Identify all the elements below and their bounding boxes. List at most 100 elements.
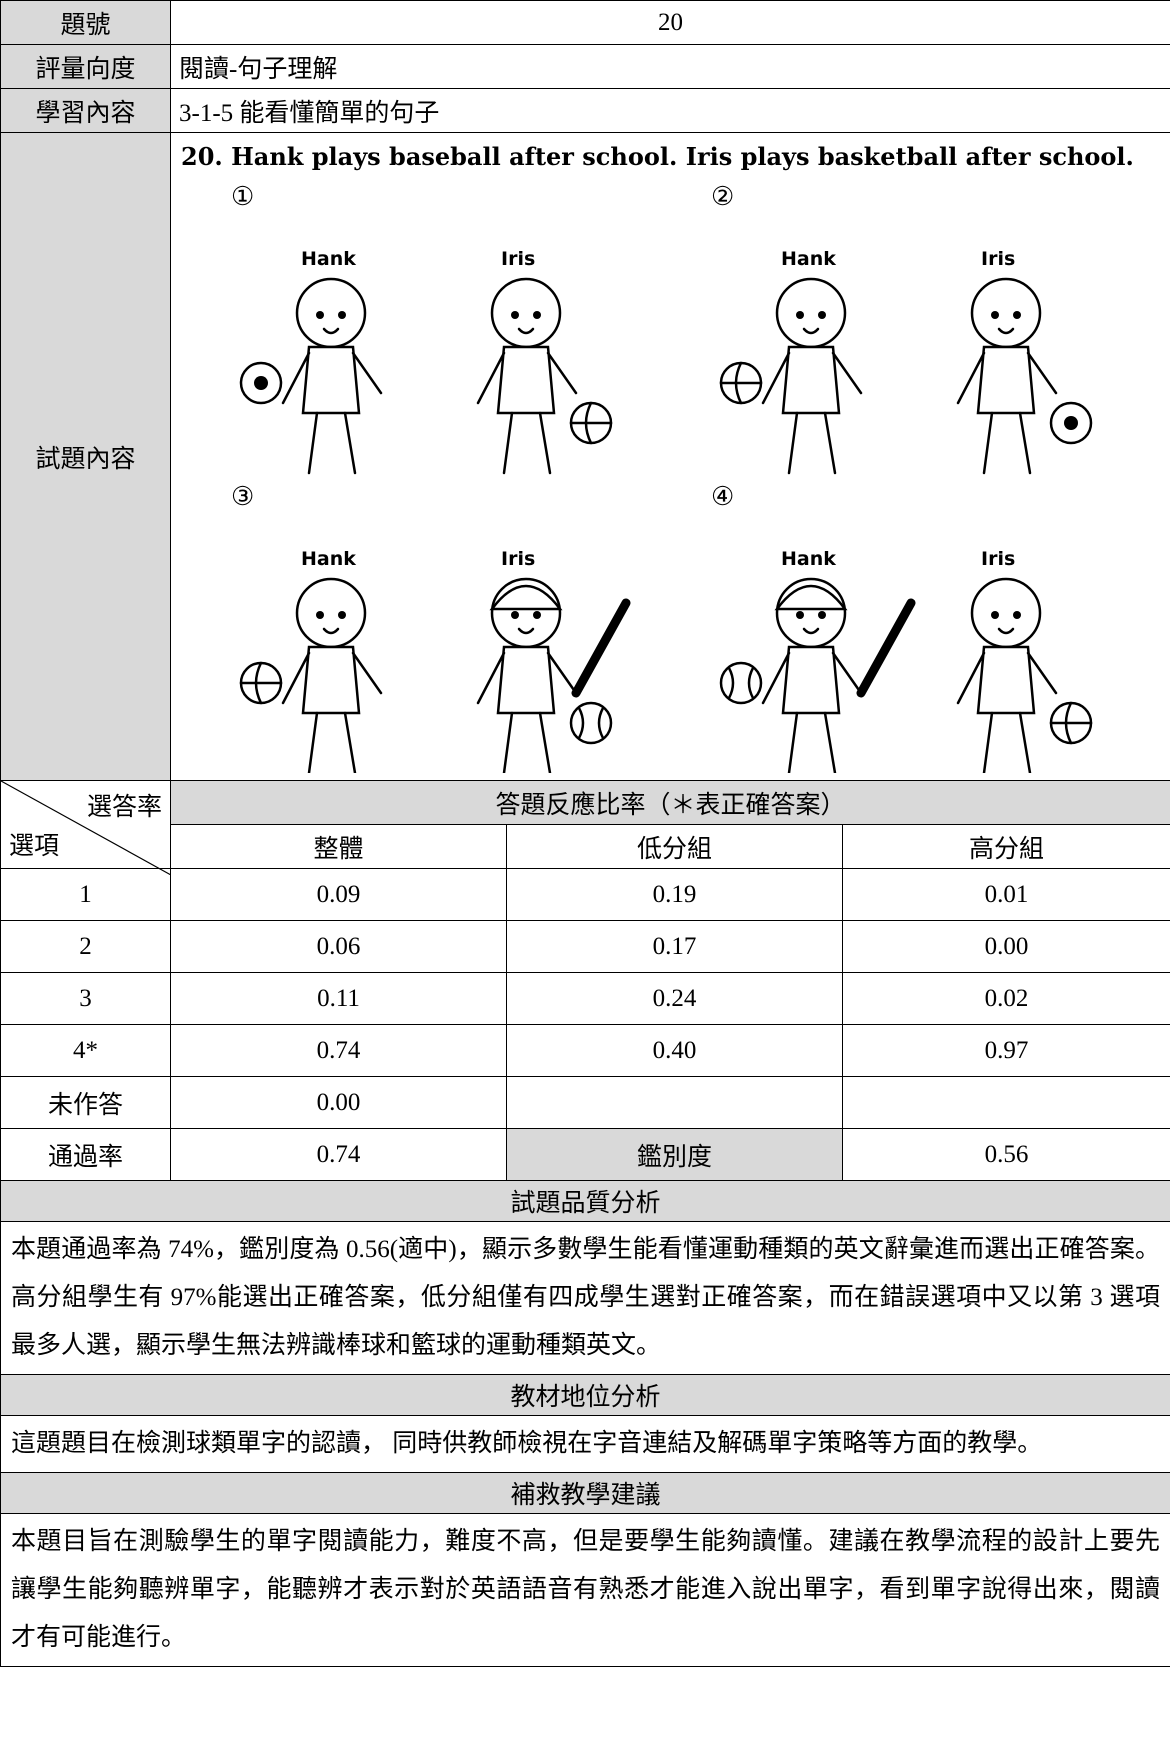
row-label: 未作答 [0,1076,171,1129]
kid-legs [307,711,357,775]
kid-body [301,345,361,415]
kid-head [775,277,847,349]
cell: 0.09 [170,868,507,921]
kid-eye [991,311,999,319]
row-label: 1 [0,868,171,921]
row-label: 2 [0,920,171,973]
response-row: 1 0.09 0.19 0.01 [0,868,1170,921]
section-title: 補救教學建議 [0,1472,1170,1514]
diagonal [1,781,171,875]
column-header: 低分組 [506,824,843,869]
kid-eye [511,611,519,619]
cell: 0.06 [170,920,507,973]
kid-name: Iris [501,548,535,570]
section-text-row: 本題通過率為 74%，鑑別度為 0.56(適中)，顯示多數學生能看懂運動種類的英… [0,1221,1170,1375]
section-text: 本題目旨在測驗學生的單字閱讀能力，難度不高，但是要學生能夠讀懂。建議在教學流程的… [0,1513,1170,1667]
corner-cell: 選答率 選項 [0,780,171,875]
ball-lines [569,401,613,445]
cell: 0.56 [842,1128,1170,1181]
kid-head [970,577,1042,649]
kid-body [781,345,841,415]
kid-head [490,277,562,349]
response-row: 2 0.06 0.17 0.00 [0,920,1170,973]
column-header: 整體 [170,824,507,869]
row-value: 3-1-5 能看懂簡單的句子 [170,88,1170,133]
ball-lines [1049,701,1093,745]
kid-arms [956,651,1058,705]
section-text-row: 本題目旨在測驗學生的單字閱讀能力，難度不高，但是要學生能夠讀懂。建議在教學流程的… [0,1513,1170,1667]
kid-arms [761,651,863,705]
cell: 0.11 [170,972,507,1025]
ball-patch [1064,416,1078,430]
option-marker: ④ [711,482,734,511]
kid-mouth [517,627,535,635]
kid-eye [533,311,541,319]
ball [569,701,613,745]
kid-mouth [322,627,340,635]
kid-body [781,645,841,715]
kid-head [490,577,562,649]
kid-mouth [322,327,340,335]
kid-body [496,645,556,715]
kid-eye [338,311,346,319]
cell: 0.02 [842,972,1170,1025]
cell: 0.19 [506,868,843,921]
kid-body [976,345,1036,415]
corner-bottom: 選項 [9,833,60,860]
kid-eye [316,611,324,619]
ball-lines [239,661,283,705]
item-illustration: 20. Hank plays baseball after school. Ir… [181,142,1134,775]
kid-mouth [997,327,1015,335]
option-marker: ① [231,182,254,211]
kid-name: Hank [781,548,836,570]
row-label: 題號 [0,0,171,45]
column-header: 高分組 [842,824,1170,869]
kid-mouth [997,627,1015,635]
kid-legs [982,411,1032,475]
row-label: 4* [0,1024,171,1077]
cell: 0.00 [170,1076,507,1129]
kid-arms [281,351,383,405]
kid-eye [1013,311,1021,319]
response-row: 3 0.11 0.24 0.02 [0,972,1170,1025]
kid-legs [787,711,837,775]
kid-body [496,345,556,415]
row-label: 評量向度 [0,44,171,89]
section-text: 本題通過率為 74%，鑑別度為 0.56(適中)，顯示多數學生能看懂運動種類的英… [0,1221,1170,1375]
section-title: 試題品質分析 [0,1180,1170,1222]
kid-name: Iris [981,548,1015,570]
ball-seams [727,666,755,700]
kid-head [295,577,367,649]
kid-arms [761,351,863,405]
kid-cap [774,584,848,611]
row-label: 通過率 [0,1128,171,1181]
kid-eye [511,311,519,319]
kid-eye [991,611,999,619]
kid-arms [476,651,578,705]
section-title-row: 教材地位分析 [0,1374,1170,1416]
row-value: 閱讀-句子理解 [170,44,1170,89]
kid-body [976,645,1036,715]
response-row: 4* 0.74 0.40 0.97 [0,1024,1170,1077]
kid-legs [787,411,837,475]
kid-name: Hank [781,248,836,270]
kid-head [295,277,367,349]
cell [842,1076,1170,1129]
kid-name: Hank [301,548,356,570]
section-title-row: 補救教學建議 [0,1472,1170,1514]
response-title: 答題反應比率（＊表正確答案） [170,780,1170,825]
kid-eye [316,311,324,319]
cell: 0.24 [506,972,843,1025]
cell [506,1076,843,1129]
kid-eye [1013,611,1021,619]
section-text-row: 這題題目在檢測球類單字的認讀， 同時供教師檢視在字音連結及解碼單字策略等方面的教… [0,1415,1170,1473]
row-label: 試題內容 [0,132,171,781]
kid-eye [796,311,804,319]
cell: 0.01 [842,868,1170,921]
kid-eye [338,611,346,619]
cell: 0.17 [506,920,843,973]
kid-cap [489,584,563,611]
ball-lines [719,361,763,405]
section-text: 這題題目在檢測球類單字的認讀， 同時供教師檢視在字音連結及解碼單字策略等方面的教… [0,1415,1170,1473]
